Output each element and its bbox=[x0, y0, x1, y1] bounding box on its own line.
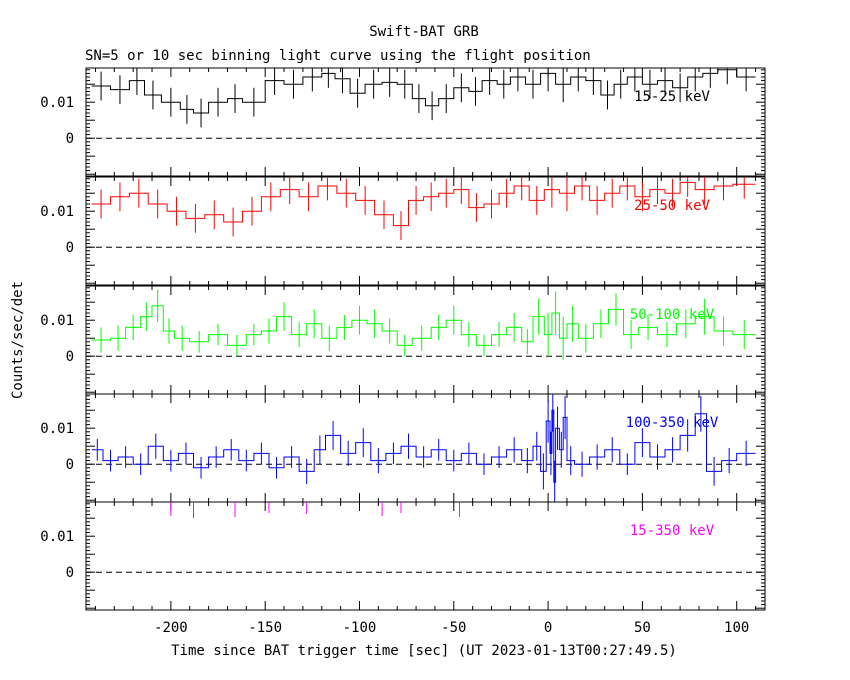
legend-0: 15-25 keV bbox=[634, 89, 710, 105]
x-tick-label: -200 bbox=[154, 620, 188, 636]
x-tick-label: -150 bbox=[248, 620, 282, 636]
y-tick-label: 0 bbox=[66, 240, 74, 256]
series-1 bbox=[91, 177, 756, 240]
x-tick-label: 50 bbox=[634, 620, 651, 636]
panel-0: 0 0.01 15-25 keV bbox=[40, 67, 766, 177]
y-axis-label: Counts/sec/det bbox=[10, 281, 26, 399]
panel-frame bbox=[85, 393, 766, 503]
series-3 bbox=[91, 394, 756, 502]
x-axis-label: Time since BAT trigger time [sec] (UT 20… bbox=[171, 643, 677, 659]
y-tick-label: 0.01 bbox=[40, 204, 74, 220]
y-tick-label: 0.01 bbox=[40, 95, 74, 111]
x-tick-label: -50 bbox=[441, 620, 466, 636]
y-tick-label: 0.01 bbox=[40, 529, 74, 545]
y-tick-label: 0 bbox=[66, 457, 74, 473]
y-tick-label: 0 bbox=[66, 565, 74, 581]
series-2 bbox=[91, 289, 756, 360]
legend-3: 100-350 keV bbox=[626, 415, 719, 431]
chart-subtitle: SN=5 or 10 sec binning light curve using… bbox=[85, 48, 591, 64]
x-tick-label: -100 bbox=[343, 620, 377, 636]
panel-frame bbox=[85, 285, 766, 395]
series-0 bbox=[91, 68, 756, 128]
legend-1: 25-50 keV bbox=[634, 198, 710, 214]
y-tick-label: 0 bbox=[66, 349, 74, 365]
y-tick-label: 0 bbox=[66, 131, 74, 147]
x-tick-label: 100 bbox=[724, 620, 749, 636]
step-line bbox=[91, 69, 756, 114]
step-line bbox=[91, 409, 756, 483]
legend-2: 50-100 keV bbox=[630, 307, 715, 323]
panel-4: 0 0.01 15-350 keV bbox=[40, 501, 766, 611]
panels-group: 0 0.01 15-25 keV 0 0.01 25-50 keV 0 0.01 50-100 … bbox=[40, 67, 766, 636]
panel-frame bbox=[85, 501, 766, 611]
panel-3: 0 0.01 100-350 keV bbox=[40, 393, 766, 503]
x-tick-label: 0 bbox=[544, 620, 552, 636]
y-tick-label: 0.01 bbox=[40, 421, 74, 437]
chart-title: Swift-BAT GRB bbox=[369, 24, 479, 40]
series-4 bbox=[170, 502, 460, 518]
y-tick-label: 0.01 bbox=[40, 313, 74, 329]
panel-frame bbox=[85, 67, 766, 177]
panel-1: 0 0.01 25-50 keV bbox=[40, 176, 766, 286]
panel-frame bbox=[85, 176, 766, 286]
panel-2: 0 0.01 50-100 keV bbox=[40, 285, 766, 395]
legend-4: 15-350 keV bbox=[630, 523, 715, 539]
